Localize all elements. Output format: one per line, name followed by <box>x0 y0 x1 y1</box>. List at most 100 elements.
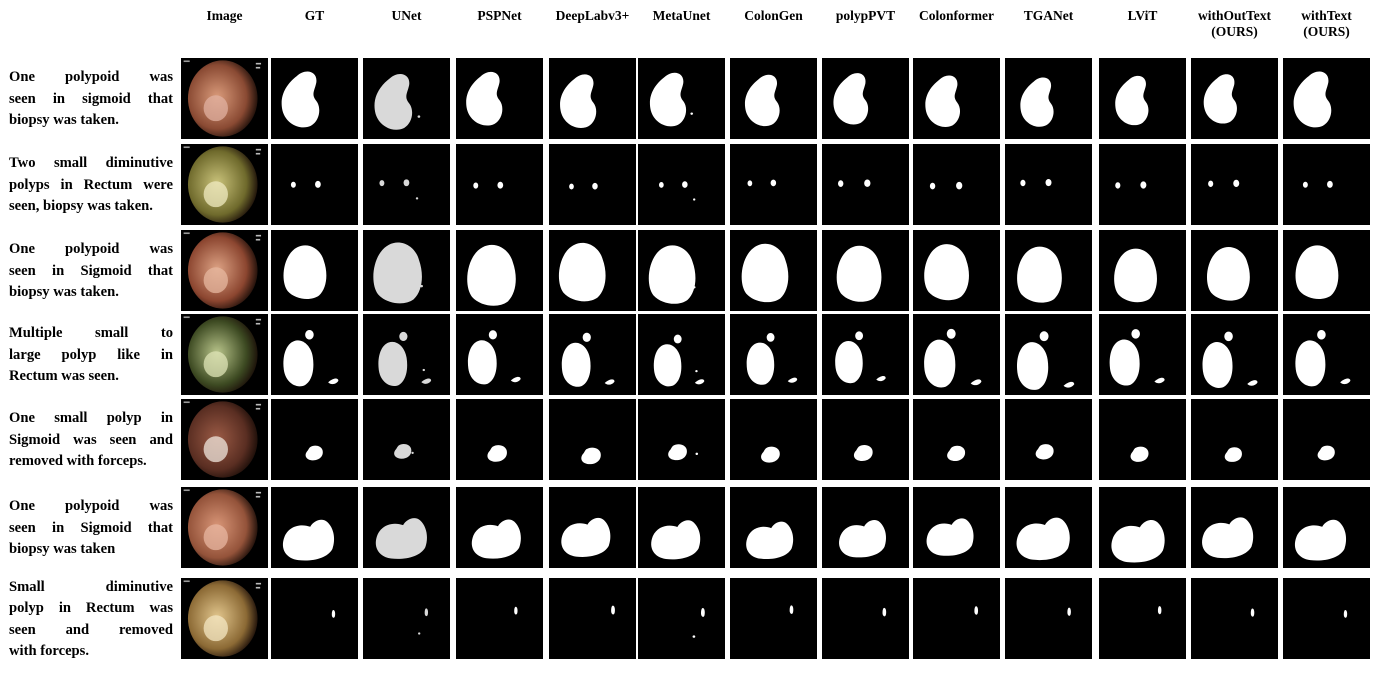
column-header: withOutText (OURS) <box>1183 8 1286 40</box>
segmentation-mask <box>1005 487 1092 568</box>
segmentation-mask <box>730 230 817 311</box>
segmentation-mask <box>456 487 543 568</box>
endoscopy-image <box>181 230 268 311</box>
segmentation-mask <box>730 144 817 225</box>
segmentation-mask <box>1005 58 1092 139</box>
segmentation-mask <box>913 230 1000 311</box>
row-caption-line: One polypoid was <box>9 241 173 258</box>
segmentation-mask <box>1099 230 1186 311</box>
segmentation-mask <box>1005 578 1092 659</box>
row-caption: Two small diminutive polyps in Rectum wer… <box>9 153 173 217</box>
segmentation-mask <box>638 578 725 659</box>
segmentation-mask <box>1283 314 1370 395</box>
column-header-line: Colonformer <box>919 8 994 23</box>
segmentation-mask <box>271 58 358 139</box>
row-caption-line: polyps in Rectum were <box>9 176 173 193</box>
segmentation-mask <box>913 399 1000 480</box>
column-header: UNet <box>355 8 458 24</box>
row-caption: One small polyp in Sigmoid was seen and re… <box>9 408 173 472</box>
segmentation-mask <box>913 578 1000 659</box>
row-caption: Multiple small to large polyp like in Rect… <box>9 323 173 387</box>
endoscopy-image <box>181 58 268 139</box>
row-caption-line: removed with forceps. <box>9 453 147 470</box>
row-caption-line: seen in Sigmoid that <box>9 519 173 536</box>
segmentation-mask <box>1099 578 1186 659</box>
column-header: PSPNet <box>448 8 551 24</box>
segmentation-mask <box>271 144 358 225</box>
segmentation-mask <box>730 399 817 480</box>
segmentation-mask <box>730 314 817 395</box>
segmentation-mask <box>638 144 725 225</box>
endoscopy-image <box>181 578 268 659</box>
segmentation-mask <box>549 58 636 139</box>
segmentation-mask <box>822 144 909 225</box>
segmentation-mask <box>913 487 1000 568</box>
segmentation-mask <box>822 314 909 395</box>
row-caption: Small diminutive polyp in Rectum was seen … <box>9 577 173 663</box>
segmentation-mask <box>1191 487 1278 568</box>
segmentation-mask <box>1099 314 1186 395</box>
row-caption: One polypoid was seen in sigmoid that biop… <box>9 67 173 131</box>
segmentation-mask <box>1099 399 1186 480</box>
row-caption-line: biopsy was taken <box>9 541 116 558</box>
column-header-line: GT <box>304 8 325 23</box>
column-header-line: MetaUnet <box>652 8 711 23</box>
endoscopy-image <box>181 314 268 395</box>
column-header-line: (OURS) <box>1303 24 1350 39</box>
column-header-line: ColonGen <box>744 8 803 23</box>
segmentation-mask <box>1191 399 1278 480</box>
segmentation-mask <box>913 314 1000 395</box>
segmentation-mask <box>363 314 450 395</box>
segmentation-mask <box>1191 230 1278 311</box>
segmentation-mask <box>1191 58 1278 139</box>
row-caption-line: Rectum was seen. <box>9 368 119 385</box>
row-caption-line: seen, biopsy was taken. <box>9 198 153 215</box>
column-header: ColonGen <box>722 8 825 24</box>
segmentation-mask <box>1283 487 1370 568</box>
segmentation-mask <box>456 578 543 659</box>
column-header: GT <box>263 8 366 24</box>
segmentation-mask <box>271 230 358 311</box>
row-caption-line: One small polyp in <box>9 410 173 427</box>
column-header-line: DeepLabv3+ <box>555 8 630 23</box>
column-header: Colonformer <box>905 8 1008 24</box>
segmentation-mask <box>1283 58 1370 139</box>
column-header: DeepLabv3+ <box>541 8 644 24</box>
segmentation-mask <box>271 578 358 659</box>
segmentation-mask <box>730 578 817 659</box>
segmentation-mask <box>549 399 636 480</box>
segmentation-mask <box>1099 144 1186 225</box>
segmentation-mask <box>1099 58 1186 139</box>
segmentation-mask <box>271 487 358 568</box>
column-header-line: withText <box>1301 8 1352 23</box>
column-header-line: withOutText <box>1197 8 1271 23</box>
segmentation-mask <box>730 58 817 139</box>
segmentation-mask <box>363 487 450 568</box>
segmentation-mask <box>638 230 725 311</box>
segmentation-mask <box>822 399 909 480</box>
segmentation-mask <box>638 399 725 480</box>
segmentation-mask <box>638 487 725 568</box>
segmentation-mask <box>1283 144 1370 225</box>
column-header-line: Image <box>206 8 243 23</box>
endoscopy-image <box>181 487 268 568</box>
segmentation-mask <box>1283 399 1370 480</box>
segmentation-mask <box>363 399 450 480</box>
segmentation-mask <box>1283 578 1370 659</box>
segmentation-mask <box>549 230 636 311</box>
row-caption-line: polyp in Rectum was <box>9 600 173 617</box>
row-caption-line: seen and removed <box>9 621 173 638</box>
column-header: MetaUnet <box>630 8 733 24</box>
row-caption-line: seen in sigmoid that <box>9 90 173 107</box>
segmentation-mask <box>822 578 909 659</box>
column-header: polypPVT <box>814 8 917 24</box>
segmentation-mask <box>822 58 909 139</box>
segmentation-mask <box>1005 399 1092 480</box>
segmentation-mask <box>1191 314 1278 395</box>
segmentation-mask <box>549 144 636 225</box>
segmentation-mask <box>1005 314 1092 395</box>
segmentation-mask <box>363 58 450 139</box>
segmentation-mask <box>271 314 358 395</box>
segmentation-mask <box>363 578 450 659</box>
